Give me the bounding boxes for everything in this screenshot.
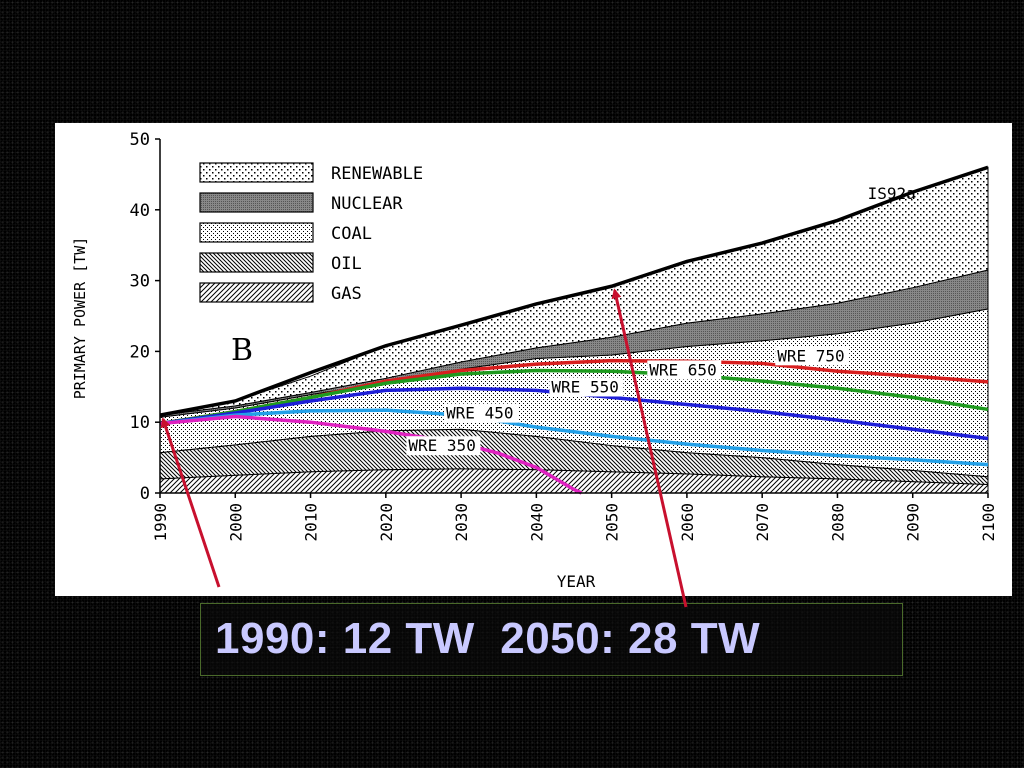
x-tick-label: 2080 <box>828 503 847 542</box>
x-tick-label: 2060 <box>678 503 697 542</box>
y-tick-label: 40 <box>130 201 150 221</box>
y-tick-label: 0 <box>140 484 150 504</box>
label-wre-550: WRE 550 <box>551 377 618 396</box>
legend-label-nuclear: NUCLEAR <box>331 194 403 214</box>
label-wre-450: WRE 450 <box>446 404 513 423</box>
legend: RENEWABLE NUCLEAR COAL OIL GAS <box>199 162 423 304</box>
x-tick-label: 2000 <box>226 503 245 542</box>
line-wre-450 <box>159 408 989 467</box>
caption-box: 1990: 12 TW 2050: 28 TW <box>200 603 903 676</box>
y-tick-label: 10 <box>130 413 150 433</box>
x-tick-label: 1990 <box>151 503 170 542</box>
legend-label-oil: OIL <box>331 254 362 274</box>
chart: IS92a WRE 750 WRE 650 WRE 550 WRE 450 WRE 35… <box>71 130 998 591</box>
label-wre-350: WRE 350 <box>408 436 475 455</box>
y-tick-label: 30 <box>130 272 150 292</box>
x-tick-label: 2070 <box>753 503 772 542</box>
x-tick-label: 2010 <box>302 503 321 542</box>
legend-label-gas: GAS <box>331 284 362 304</box>
legend-swatch-oil <box>199 252 314 273</box>
label-bg-wre-550 <box>549 377 624 397</box>
legend-label-renewable: RENEWABLE <box>331 164 423 184</box>
label-bg-wre-350 <box>406 436 481 456</box>
label-is92a: IS92a <box>868 184 916 203</box>
chart-panel: IS92a WRE 750 WRE 650 WRE 550 WRE 450 WRE 35… <box>55 123 1012 596</box>
legend-swatch-coal <box>199 222 314 243</box>
x-axis-title: YEAR <box>557 572 596 591</box>
legend-swatch-gas <box>199 282 314 303</box>
x-tick-label: 2090 <box>904 503 923 542</box>
label-bg-wre-750 <box>775 346 850 366</box>
line-is92a <box>159 165 989 417</box>
x-tick-label: 2040 <box>527 503 546 542</box>
line-wre-650 <box>159 368 989 426</box>
x-tick-label: 2050 <box>603 503 622 542</box>
panel-label: B <box>231 333 253 368</box>
caption-text: 1990: 12 TW 2050: 28 TW <box>215 614 761 663</box>
label-bg-wre-450 <box>444 403 519 423</box>
x-tick-label: 2020 <box>377 503 396 542</box>
y-tick-label: 20 <box>130 342 150 362</box>
x-tick-label: 2030 <box>452 503 471 542</box>
label-wre-650: WRE 650 <box>649 360 716 379</box>
legend-swatch-renewable <box>199 162 314 183</box>
x-tick-label: 2100 <box>979 503 998 542</box>
legend-label-coal: COAL <box>331 224 372 244</box>
legend-swatch-nuclear <box>199 192 314 213</box>
y-tick-label: 50 <box>130 130 150 150</box>
label-wre-750: WRE 750 <box>777 346 844 365</box>
y-axis-title: PRIMARY POWER [TW] <box>71 237 89 400</box>
